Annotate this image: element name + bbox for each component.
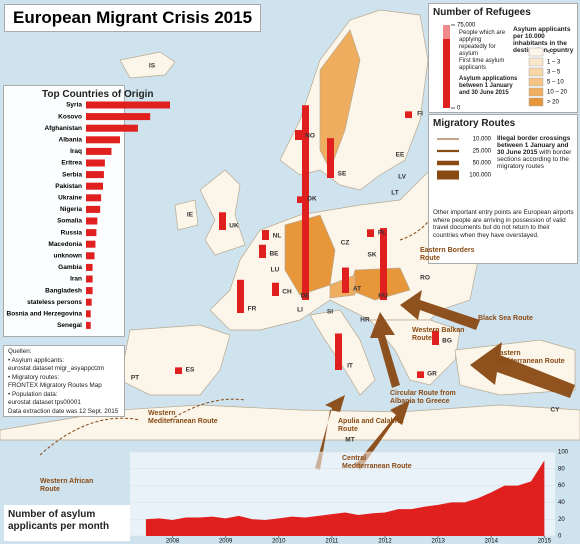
route-width-label: 50.000 (473, 161, 492, 167)
routes-caption: Illegal border crossings between 1 Janua… (497, 135, 577, 170)
route-label: Western Balkan Route (412, 327, 465, 342)
route-dashes (39, 199, 441, 456)
class-label: < 1 (547, 50, 556, 56)
class-swatch (528, 87, 544, 97)
source-line: • Population data: (8, 390, 58, 398)
source-line: Data extraction date was 12 Sept. 2015 (8, 407, 119, 415)
routes-legend: Migratory Routes Illegal border crossing… (428, 114, 578, 264)
source-line: • Asylum applicants: (8, 356, 65, 364)
page-title: European Migrant Crisis 2015 (4, 4, 262, 32)
class-swatch (528, 77, 544, 87)
routes-note: Other important entry points are Europea… (433, 209, 574, 239)
class-label: 1 – 3 (547, 60, 561, 66)
class-label: > 20 (547, 100, 560, 106)
refugee-legend-graphic: 75,000 0 < 1 1 – 3 3 – 5 5 – 10 10 – 20 > 20 (443, 23, 568, 112)
chart-title: Number of asylum applicants per month (4, 505, 130, 541)
origins-panel: Top Countries of Origin (3, 85, 153, 337)
route-label: Black Sea Route (478, 315, 533, 322)
class-swatch (528, 47, 544, 57)
route-label: Circular Route from Albania to Greece (390, 390, 456, 405)
source-line: • Migratory routes: (8, 373, 60, 381)
class-swatch (528, 97, 544, 107)
route-label: Eastern Mediterranean Route (495, 350, 565, 365)
class-label: 10 – 20 (547, 90, 568, 96)
class-swatch (528, 67, 544, 77)
repeat-label: People which are applying repeatedly for… (459, 30, 506, 57)
origins-title: Top Countries of Origin (42, 89, 154, 100)
routes-title: Migratory Routes (433, 118, 516, 129)
class-label: 3 – 5 (547, 70, 561, 76)
caption: with border sections according to the mi… (497, 149, 572, 170)
route-label: Western African Route (40, 478, 94, 493)
route-label: Eastern Borders Route (420, 247, 475, 262)
refugee-legend: Number of Refugees People which are appl… (428, 3, 578, 113)
sources-title: Quellen: (8, 348, 32, 355)
source-line: eurostat dataset migr_asyappctzm (8, 365, 105, 372)
first-label: First time asylum applicants (459, 58, 505, 71)
route-label: Western Mediterranean Route (148, 410, 218, 425)
route-width-label: 10.000 (473, 137, 492, 143)
period-label: Asylum applications between 1 January an… (459, 76, 518, 96)
caption-bold: Illegal border crossings between 1 Janua… (497, 135, 571, 156)
scale-label: 0 (457, 106, 461, 112)
routes-legend-graphic: 10.000 25.000 50.000 100.000 (437, 137, 492, 180)
source-line: FRONTEX Migratory Routes Map (8, 382, 102, 389)
route-label: Central Mediterranean Route (342, 455, 412, 470)
route-width-label: 25.000 (473, 149, 492, 155)
scale-bar (443, 25, 450, 108)
class-label: 5 – 10 (547, 80, 564, 86)
source-line: eurostat dataset tps00001 (8, 399, 81, 406)
route-width-label: 100.000 (469, 173, 491, 179)
sources: Quellen: • Asylum applicants: eurostat da… (3, 345, 125, 417)
scale-label: 75,000 (457, 23, 476, 29)
route-label: Apulia and Calabria Route (338, 418, 404, 433)
legend-title: Number of Refugees (433, 7, 531, 18)
scale-bar-repeat (443, 25, 450, 39)
class-swatch (528, 57, 544, 67)
highlight-countries (284, 29, 411, 301)
